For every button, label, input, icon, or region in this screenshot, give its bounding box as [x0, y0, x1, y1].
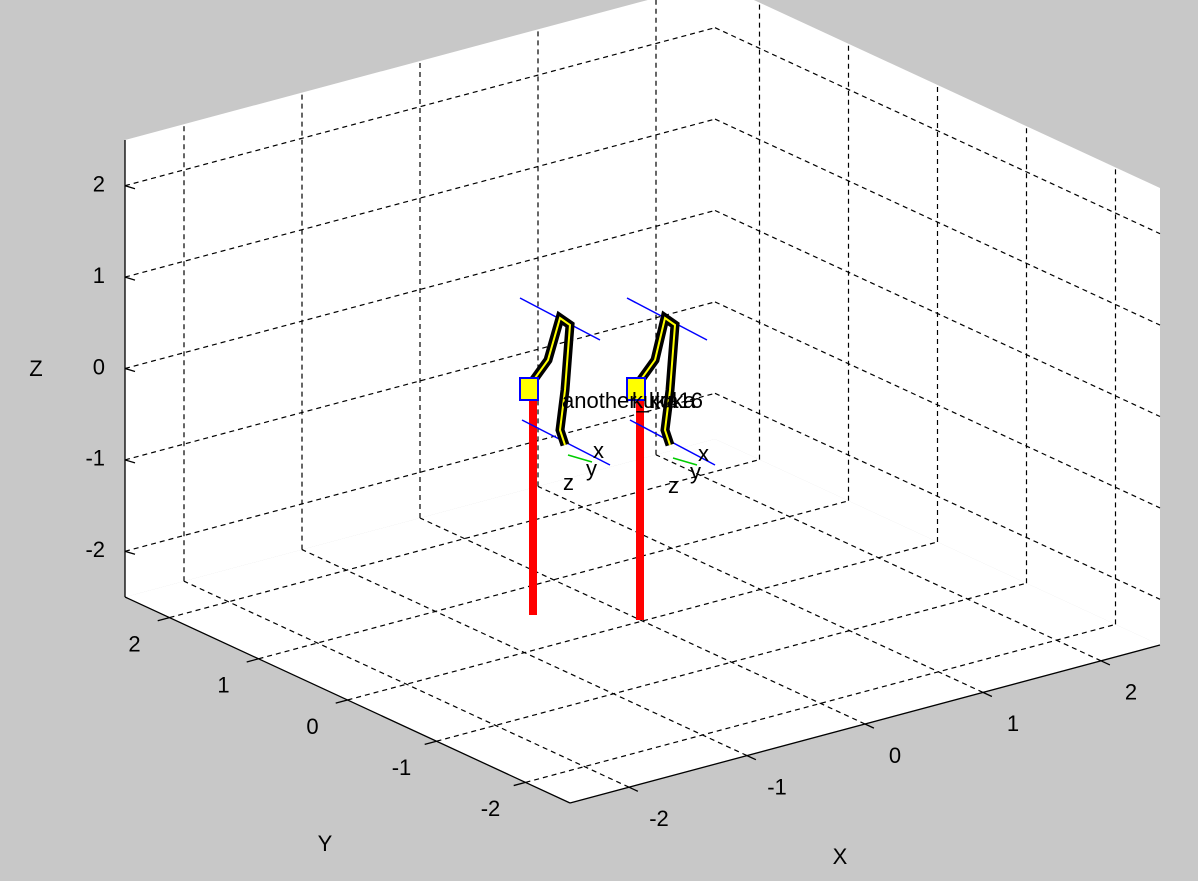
- tick-mark: [865, 724, 874, 728]
- y-tick-label: 0: [306, 714, 318, 739]
- tick-mark: [425, 741, 437, 744]
- x-tick-label: -2: [649, 806, 669, 831]
- z-tick-label: 2: [93, 172, 105, 197]
- tick-mark: [514, 782, 526, 785]
- z-tick-label: 0: [93, 354, 105, 379]
- x-tick-label: 0: [889, 743, 901, 768]
- y-tick-label: -1: [392, 755, 412, 780]
- y-tick-label: 1: [217, 673, 229, 698]
- x-tick-label: 2: [1125, 680, 1137, 705]
- z-tick-label: -2: [85, 537, 105, 562]
- tick-mark: [629, 787, 638, 791]
- robot-name: kuka16: [632, 388, 703, 413]
- x-axis-label: X: [833, 844, 848, 869]
- y-tick-label: 2: [128, 631, 140, 656]
- y-axis-label: Y: [318, 831, 333, 856]
- tick-mark: [983, 692, 992, 696]
- y-tick-label: -2: [481, 796, 501, 821]
- z-tick-label: 1: [93, 263, 105, 288]
- tick-mark: [158, 618, 170, 621]
- tick-mark: [1101, 661, 1110, 665]
- tick-mark: [247, 659, 259, 662]
- x-tick-label: 1: [1007, 711, 1019, 736]
- frame-label: z: [563, 470, 574, 495]
- x-tick-label: -1: [767, 774, 787, 799]
- z-axis-label: Z: [29, 356, 42, 381]
- chart: Z Y X -2-1012-2-1012-2-1012 another_kuka…: [0, 0, 1198, 881]
- frame-label: y: [586, 456, 597, 481]
- z-tick-label: -1: [85, 446, 105, 471]
- robot-joint: [520, 378, 538, 400]
- frame-label: z: [668, 473, 679, 498]
- tick-mark: [747, 756, 756, 760]
- tick-mark: [336, 700, 348, 703]
- frame-label: y: [690, 459, 701, 484]
